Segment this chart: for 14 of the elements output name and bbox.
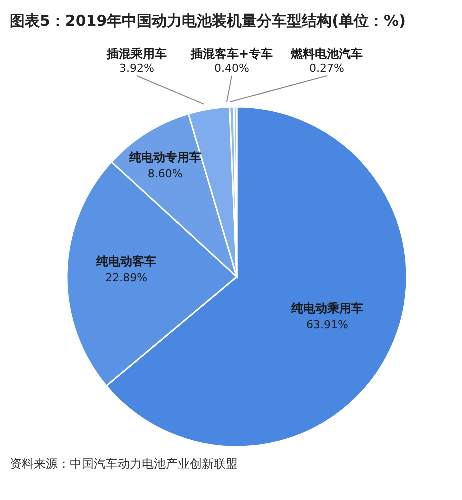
chart-title: 图表5：2019年中国动力电池装机量分车型结构(单位：%): [10, 12, 406, 31]
data-label: 63.91%: [306, 318, 348, 332]
data-label: 3.92%: [120, 62, 154, 75]
text: 资料来源：中国汽车动力电池产业创新联盟: [10, 456, 238, 473]
slice-label: 燃料电池汽车: [290, 47, 363, 61]
data-label: 22.89%: [106, 272, 148, 285]
data-label: 8.60%: [148, 167, 183, 180]
slice-label: 插混乘用车: [106, 47, 167, 61]
slice-label: 纯电动专用车: [128, 150, 202, 164]
slice-label: 插混客车+专车: [190, 47, 274, 61]
slice-label: 纯电动乘用车: [290, 302, 364, 316]
slice-label: 纯电动客车: [96, 254, 157, 269]
data-label: 0.27%: [310, 62, 344, 75]
data-label: 0.40%: [214, 62, 250, 75]
